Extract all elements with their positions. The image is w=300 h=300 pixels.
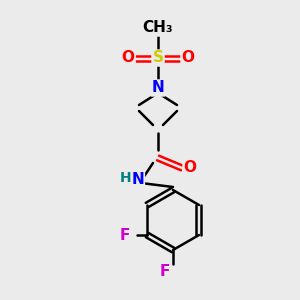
Text: CH₃: CH₃ [143, 20, 173, 35]
Text: O: O [184, 160, 196, 175]
Text: O: O [122, 50, 134, 65]
Text: N: N [152, 80, 164, 95]
Text: S: S [152, 50, 164, 65]
Text: H: H [120, 171, 132, 185]
Text: F: F [160, 265, 170, 280]
Text: N: N [132, 172, 144, 188]
Text: O: O [182, 50, 194, 65]
Text: F: F [120, 227, 130, 242]
